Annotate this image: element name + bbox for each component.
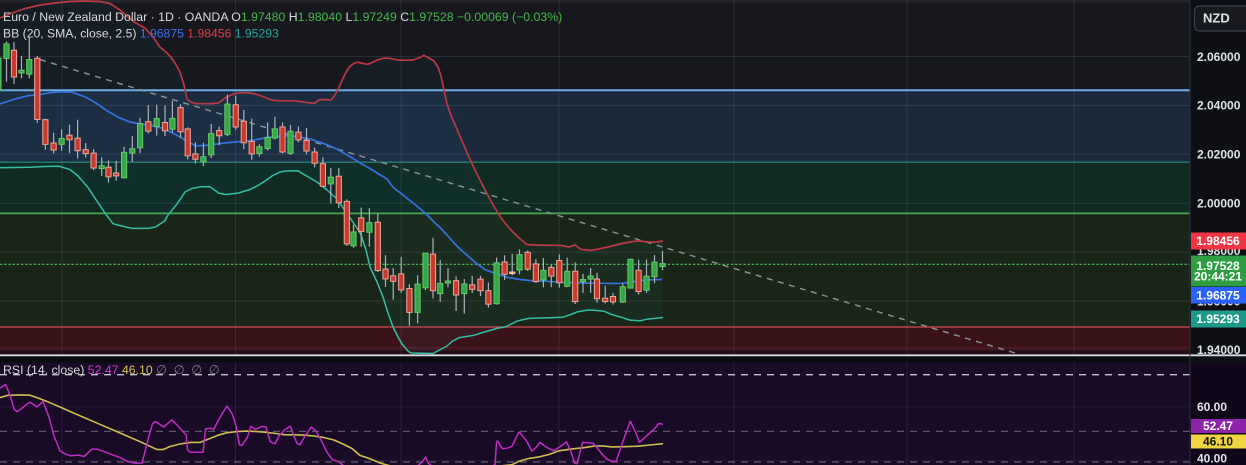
svg-text:1.98456: 1.98456 — [1196, 234, 1240, 248]
svg-text:60.00: 60.00 — [1197, 400, 1227, 414]
svg-text:1.94000: 1.94000 — [1197, 343, 1241, 357]
svg-text:NZD: NZD — [1203, 11, 1230, 26]
svg-text:2.00000: 2.00000 — [1197, 197, 1241, 211]
svg-text:RSI (14, close) 52.47 46.10 ∅: RSI (14, close) 52.47 46.10 ∅ ∅ ∅ ∅ — [3, 363, 220, 377]
svg-text:2.06000: 2.06000 — [1197, 50, 1241, 64]
svg-text:1.96875: 1.96875 — [1196, 288, 1240, 302]
svg-text:40.00: 40.00 — [1197, 451, 1227, 465]
svg-text:52.47: 52.47 — [1203, 419, 1233, 433]
svg-text:46.10: 46.10 — [1203, 435, 1233, 449]
svg-text:Euro / New Zealand Dollar · 1D: Euro / New Zealand Dollar · 1D · OANDA O… — [3, 10, 562, 24]
svg-text:20:44:21: 20:44:21 — [1194, 269, 1242, 283]
svg-text:BB (20, SMA, close, 2.5) 1.96: BB (20, SMA, close, 2.5) 1.96875 1.98456… — [3, 27, 279, 41]
svg-text:1.95293: 1.95293 — [1196, 312, 1240, 326]
svg-text:2.04000: 2.04000 — [1197, 99, 1241, 113]
svg-text:1.97528: 1.97528 — [1196, 259, 1240, 273]
svg-text:2.02000: 2.02000 — [1197, 148, 1241, 162]
